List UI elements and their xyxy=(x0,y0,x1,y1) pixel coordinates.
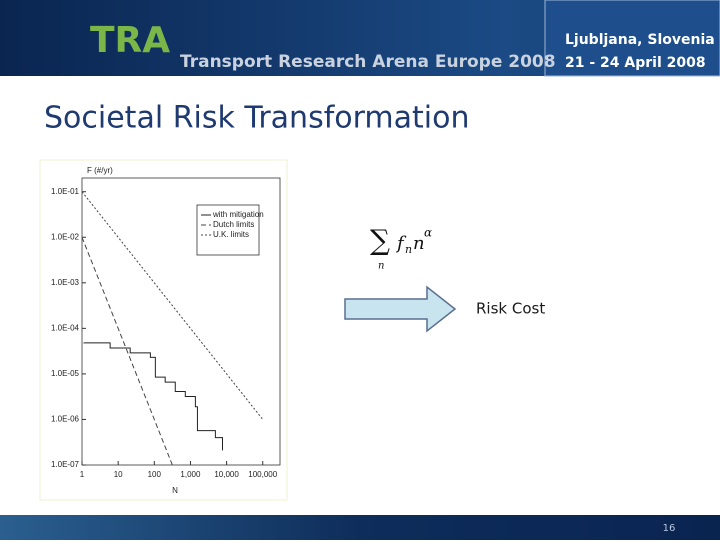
y-tick-label: 1.0E-06 xyxy=(51,415,80,424)
legend-box xyxy=(196,204,260,256)
y-tick-label: 1.0E-05 xyxy=(51,369,80,378)
formula-exponent: α xyxy=(424,226,432,240)
y-tick-label: 1.0E-04 xyxy=(51,323,80,332)
legend-label: with mitigation xyxy=(212,210,264,219)
arrow xyxy=(344,285,457,333)
chart: 1.0E-01 1.0E-02 1.0E-03 1.0E-04 1.0E-05 1.0E-… xyxy=(51,177,281,479)
x-tick-label: 10,000 xyxy=(214,470,239,479)
x-axis-label: N xyxy=(172,486,178,495)
series-line xyxy=(83,342,223,451)
event-name: Transport Research Arena Europe 2008 xyxy=(180,52,556,72)
x-tick-label: 100 xyxy=(148,470,162,479)
y-tick-label: 1.0E-02 xyxy=(51,232,80,241)
series-group xyxy=(82,191,264,465)
formula-sum: ∑ xyxy=(370,224,390,257)
x-tick-label: 1 xyxy=(80,470,85,479)
arrow-label: Risk Cost xyxy=(476,300,545,318)
formula: ∑ n f n n α xyxy=(370,224,432,272)
x-tick-label: 10 xyxy=(114,470,123,479)
formula-base: n xyxy=(413,233,425,254)
x-tick-label: 1,000 xyxy=(180,470,201,479)
legend-label: U.K. limits xyxy=(213,230,249,239)
location: Ljubljana, Slovenia xyxy=(565,32,715,48)
formula-f-sub: n xyxy=(405,243,412,256)
x-tick-label: 100,000 xyxy=(248,470,277,479)
y-axis-label: F (#/yr) xyxy=(87,166,113,175)
header-box xyxy=(544,0,720,77)
logo: TRA xyxy=(90,20,170,61)
y-tick-label: 1.0E-07 xyxy=(51,460,80,469)
series-line xyxy=(82,191,264,420)
footer-bar xyxy=(0,515,720,540)
page-number: 16 xyxy=(663,523,676,534)
y-tick-label: 1.0E-03 xyxy=(51,278,80,287)
series-line xyxy=(82,237,173,465)
legend-label: Dutch limits xyxy=(213,220,254,229)
plot-area xyxy=(81,177,281,466)
dates: 21 - 24 April 2008 xyxy=(565,55,706,71)
y-tick-label: 1.0E-01 xyxy=(51,187,80,196)
formula-sum-index: n xyxy=(378,261,384,272)
slide-title: Societal Risk Transformation xyxy=(44,101,470,136)
